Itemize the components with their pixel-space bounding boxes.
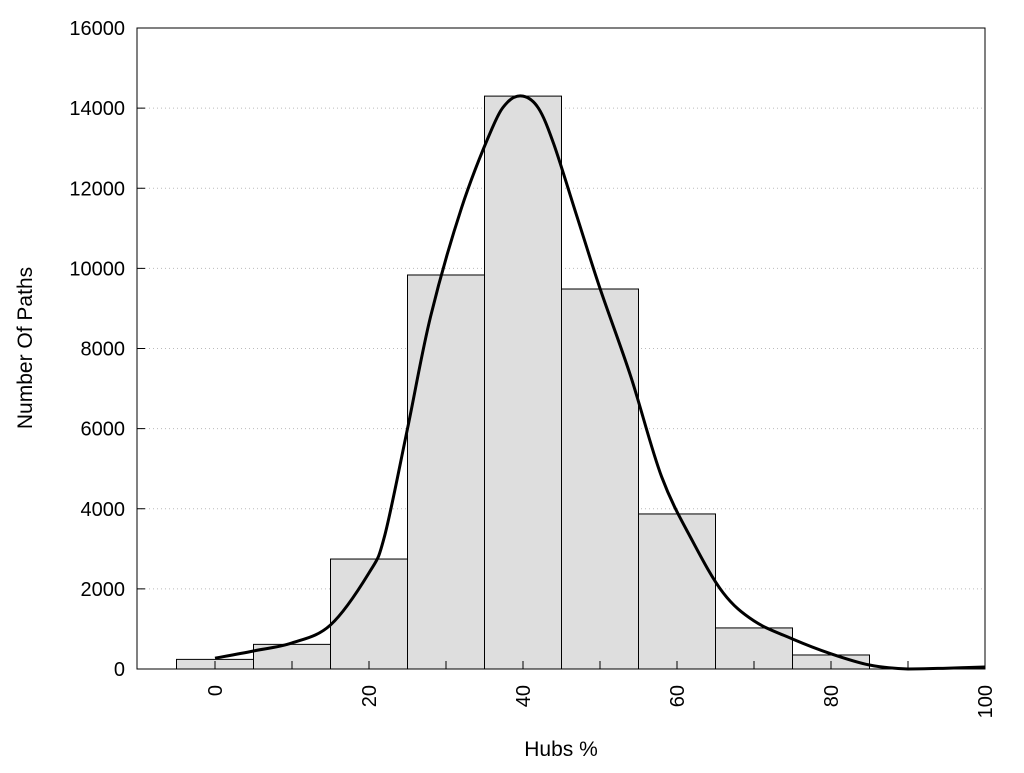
x-tick-label: 60 bbox=[667, 685, 689, 707]
y-tick-label: 2000 bbox=[81, 579, 126, 601]
histogram-bar bbox=[484, 95, 562, 670]
x-tick-label: 0 bbox=[205, 685, 227, 696]
x-tick-label: 20 bbox=[359, 685, 381, 707]
bars bbox=[176, 95, 870, 670]
histogram-bar bbox=[561, 288, 639, 670]
x-axis: 0 20 40 60 80 100 bbox=[205, 661, 997, 718]
y-tick-label: 4000 bbox=[81, 499, 126, 521]
x-tick-label: 80 bbox=[821, 685, 843, 707]
y-tick-label: 10000 bbox=[69, 258, 125, 280]
y-tick-label: 12000 bbox=[69, 178, 125, 200]
y-tick-label: 0 bbox=[114, 659, 125, 681]
histogram-bar bbox=[638, 513, 716, 670]
x-tick-label: 40 bbox=[513, 685, 535, 707]
y-tick-label: 6000 bbox=[81, 419, 126, 441]
x-axis-label: Hubs % bbox=[524, 738, 598, 761]
y-tick-label: 16000 bbox=[69, 18, 125, 40]
y-axis: 0 2000 4000 6000 8000 10000 12000 14000 16000 bbox=[69, 18, 145, 681]
y-axis-label: Number Of Paths bbox=[14, 267, 37, 429]
x-tick-label: 100 bbox=[975, 685, 997, 718]
y-tick-label: 14000 bbox=[69, 98, 125, 120]
histogram-bar bbox=[407, 274, 485, 670]
density-curve bbox=[214, 94, 986, 671]
y-tick-label: 8000 bbox=[81, 339, 126, 361]
